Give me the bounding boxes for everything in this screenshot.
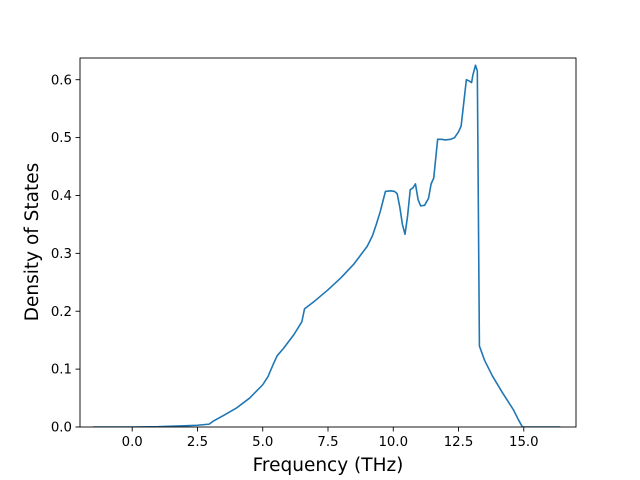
x-tick-label: 0.0: [122, 435, 143, 450]
y-axis-label: Density of States: [22, 163, 43, 322]
y-tick-label: 0.0: [51, 421, 72, 436]
y-tick-label: 0.4: [51, 189, 72, 204]
y-tick-label: 0.3: [51, 247, 72, 262]
x-tick-label: 2.5: [187, 435, 208, 450]
series-line-0: [93, 64, 561, 427]
x-tick-label: 5.0: [252, 435, 273, 450]
y-tick-label: 0.1: [51, 363, 72, 378]
x-tick-label: 7.5: [317, 435, 338, 450]
y-tick-label: 0.6: [51, 73, 72, 88]
x-tick-label: 12.5: [444, 435, 474, 450]
plot-layer: [93, 64, 561, 427]
axes-layer: 0.0 2.5 5.0 7.5 10.0 12.5 15.0 0.0 0.1 0.2 0.3 0.4 0…: [51, 57, 577, 450]
x-axis-label: Frequency (THz): [253, 455, 404, 476]
y-tick-label: 0.2: [51, 305, 72, 320]
x-tick-label: 10.0: [378, 435, 408, 450]
x-tick-label: 15.0: [509, 435, 539, 450]
y-tick-label: 0.5: [51, 131, 72, 146]
